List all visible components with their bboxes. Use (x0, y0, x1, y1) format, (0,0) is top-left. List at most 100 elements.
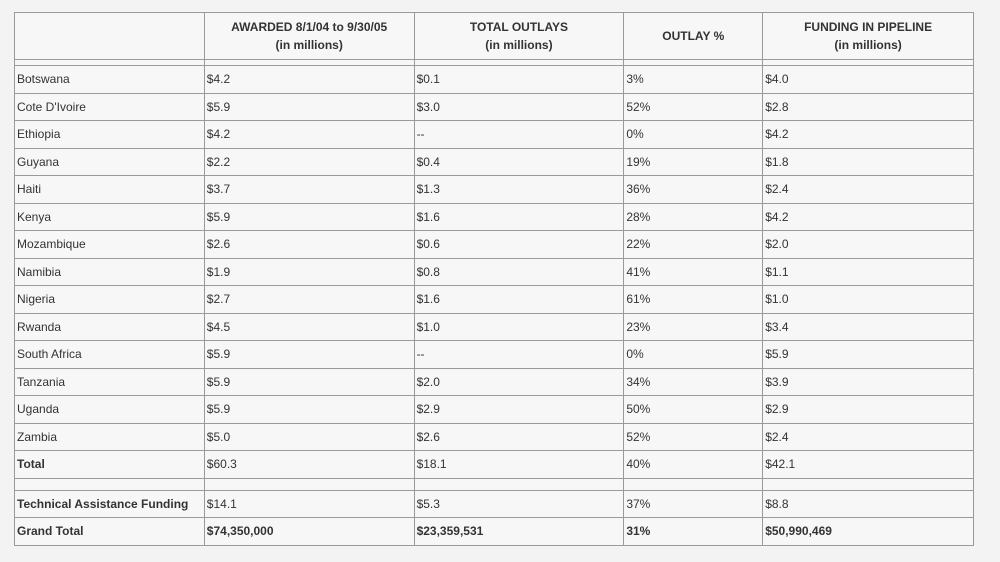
table-row: Namibia $1.9 $0.8 41% $1.1 (14, 257, 974, 286)
label-cell: Grand Total (14, 517, 205, 546)
value-cell: $60.3 (203, 450, 415, 479)
header-title: AWARDED 8/1/04 to 9/30/05 (231, 20, 388, 34)
value-cell: $0.4 (413, 147, 625, 176)
header-subtitle: (in millions) (834, 38, 902, 52)
value-cell: $0.6 (413, 230, 625, 259)
value-cell: $1.0 (762, 285, 974, 314)
value-cell: $4.5 (203, 312, 415, 341)
value-cell: $5.9 (203, 202, 415, 231)
value-cell: $5.9 (203, 340, 415, 369)
empty-cell (14, 477, 205, 491)
header-subtitle: (in millions) (485, 38, 553, 52)
value-cell: 52% (623, 422, 764, 451)
value-cell: $18.1 (413, 450, 625, 479)
header-cell (14, 12, 205, 60)
table-row: Cote D'Ivoire $5.9 $3.0 52% $2.8 (14, 92, 974, 121)
header-title: FUNDING IN PIPELINE (804, 20, 933, 34)
table-row: Guyana $2.2 $0.4 19% $1.8 (14, 147, 974, 176)
value-cell: $2.8 (762, 92, 974, 121)
label-cell: Rwanda (14, 312, 205, 341)
table-row: Zambia $5.0 $2.6 52% $2.4 (14, 422, 974, 451)
value-cell: 61% (623, 285, 764, 314)
value-cell: $0.1 (413, 65, 625, 94)
value-cell: $3.0 (413, 92, 625, 121)
value-cell: $42.1 (762, 450, 974, 479)
label-cell: Cote D'Ivoire (14, 92, 205, 121)
label-cell: South Africa (14, 340, 205, 369)
value-cell: $2.6 (413, 422, 625, 451)
label-cell: Guyana (14, 147, 205, 176)
value-cell: $2.6 (203, 230, 415, 259)
label-cell: Technical Assistance Funding (14, 489, 205, 518)
value-cell: 40% (623, 450, 764, 479)
label-cell: Uganda (14, 395, 205, 424)
value-cell: $2.4 (762, 422, 974, 451)
value-cell: 52% (623, 92, 764, 121)
value-cell: 36% (623, 175, 764, 204)
table-row: Technical Assistance Funding $14.1 $5.3 37%… (14, 489, 974, 518)
label-cell: Ethiopia (14, 120, 205, 149)
value-cell: 22% (623, 230, 764, 259)
header-cell: FUNDING IN PIPELINE (in millions) (762, 12, 974, 60)
empty-cell (623, 477, 764, 491)
value-cell: $3.7 (203, 175, 415, 204)
table-row: Nigeria $2.7 $1.6 61% $1.0 (14, 285, 974, 314)
label-cell: Total (14, 450, 205, 479)
table-row: Total $60.3 $18.1 40% $42.1 (14, 450, 974, 479)
empty-cell (203, 477, 415, 491)
data-table: AWARDED 8/1/04 to 9/30/05 (in millions) TO… (14, 12, 974, 546)
value-cell: $2.2 (203, 147, 415, 176)
value-cell: -- (413, 120, 625, 149)
value-cell: $4.2 (762, 202, 974, 231)
label-cell: Tanzania (14, 367, 205, 396)
table-row: Ethiopia $4.2 -- 0% $4.2 (14, 120, 974, 149)
value-cell: $8.8 (762, 489, 974, 518)
value-cell: $1.6 (413, 285, 625, 314)
value-cell: 28% (623, 202, 764, 231)
label-cell: Mozambique (14, 230, 205, 259)
value-cell: $5.0 (203, 422, 415, 451)
header-title: OUTLAY % (662, 29, 725, 43)
label-cell: Namibia (14, 257, 205, 286)
empty-cell (762, 477, 974, 491)
value-cell: $3.9 (762, 367, 974, 396)
value-cell: $23,359,531 (413, 517, 625, 546)
value-cell: $1.9 (203, 257, 415, 286)
value-cell: 31% (623, 517, 764, 546)
table-row: Botswana $4.2 $0.1 3% $4.0 (14, 65, 974, 94)
value-cell: $74,350,000 (203, 517, 415, 546)
value-cell: -- (413, 340, 625, 369)
spacer-row (14, 59, 974, 66)
value-cell: 41% (623, 257, 764, 286)
value-cell: $4.2 (762, 120, 974, 149)
value-cell: $5.9 (203, 395, 415, 424)
value-cell: $4.2 (203, 120, 415, 149)
value-cell: $1.0 (413, 312, 625, 341)
value-cell: $2.9 (762, 395, 974, 424)
spacer-row (14, 477, 974, 491)
value-cell: $2.7 (203, 285, 415, 314)
table-row: Haiti $3.7 $1.3 36% $2.4 (14, 175, 974, 204)
value-cell: $1.6 (413, 202, 625, 231)
value-cell: 34% (623, 367, 764, 396)
value-cell: $14.1 (203, 489, 415, 518)
value-cell: $3.4 (762, 312, 974, 341)
value-cell: 37% (623, 489, 764, 518)
value-cell: $2.0 (762, 230, 974, 259)
value-cell: $2.4 (762, 175, 974, 204)
value-cell: $5.3 (413, 489, 625, 518)
label-cell: Nigeria (14, 285, 205, 314)
value-cell: 0% (623, 340, 764, 369)
table-row: Tanzania $5.9 $2.0 34% $3.9 (14, 367, 974, 396)
value-cell: 23% (623, 312, 764, 341)
table-row: Rwanda $4.5 $1.0 23% $3.4 (14, 312, 974, 341)
table-row: Mozambique $2.6 $0.6 22% $2.0 (14, 230, 974, 259)
value-cell: $0.8 (413, 257, 625, 286)
label-cell: Zambia (14, 422, 205, 451)
value-cell: $5.9 (762, 340, 974, 369)
empty-cell (14, 59, 205, 66)
label-cell: Kenya (14, 202, 205, 231)
table-row: Grand Total $74,350,000 $23,359,531 31% $50,… (14, 517, 974, 546)
empty-cell (413, 477, 625, 491)
